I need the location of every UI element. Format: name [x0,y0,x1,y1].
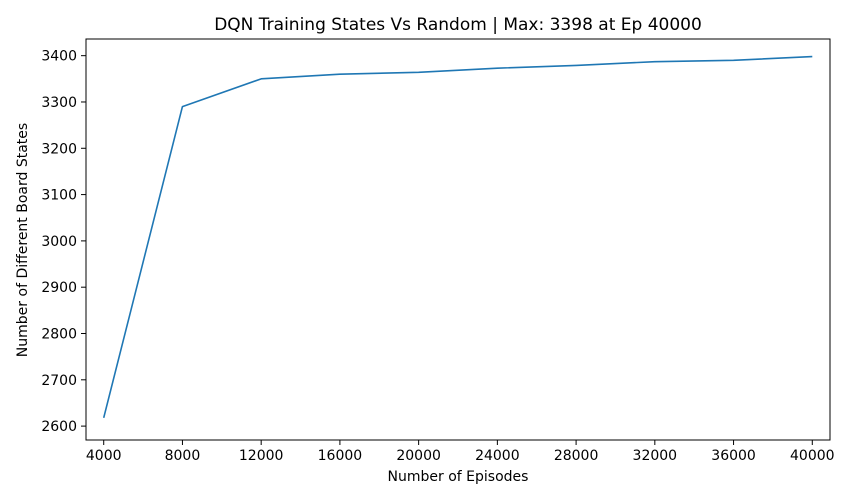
y-tick-label: 3100 [41,188,77,204]
data-point [103,417,105,419]
series-layer [102,55,813,419]
data-point [181,105,183,107]
x-tick-label: 24000 [475,448,520,464]
series-line [102,55,813,418]
plot-area-frame [85,38,831,441]
x-tick-label: 4000 [86,448,122,464]
y-tick-label: 2600 [41,419,77,435]
y-axis: 2600 2700 2800 2900 3000 3100 3200 3300 3400 [41,49,86,435]
data-point [260,78,262,80]
x-tick-label: 20000 [396,448,441,464]
data-point [575,64,577,66]
x-tick-label: 40000 [790,448,835,464]
x-axis: 4000 8000 12000 16000 20000 24000 28000 32000 36… [86,440,835,464]
y-axis-label: Number of Different Board States [15,123,31,357]
y-tick-label: 3300 [41,95,77,111]
x-axis-label: Number of Episodes [388,469,529,485]
x-tick-label: 16000 [318,448,363,464]
data-point [417,71,419,73]
y-tick-label: 2900 [41,280,77,296]
data-point [654,60,656,62]
data-point [811,55,813,57]
y-tick-label: 2800 [41,326,77,342]
x-tick-label: 12000 [239,448,284,464]
x-tick-label: 8000 [165,448,201,464]
y-tick-label: 2700 [41,373,77,389]
data-point [496,67,498,69]
x-tick-label: 32000 [633,448,678,464]
y-tick-label: 3200 [41,141,77,157]
data-point [732,59,734,61]
y-tick-label: 3000 [41,234,77,250]
y-tick-label: 3400 [41,49,77,65]
chart-title: DQN Training States Vs Random | Max: 339… [214,15,702,35]
data-point [339,73,341,75]
x-tick-label: 28000 [554,448,599,464]
x-tick-label: 36000 [711,448,756,464]
